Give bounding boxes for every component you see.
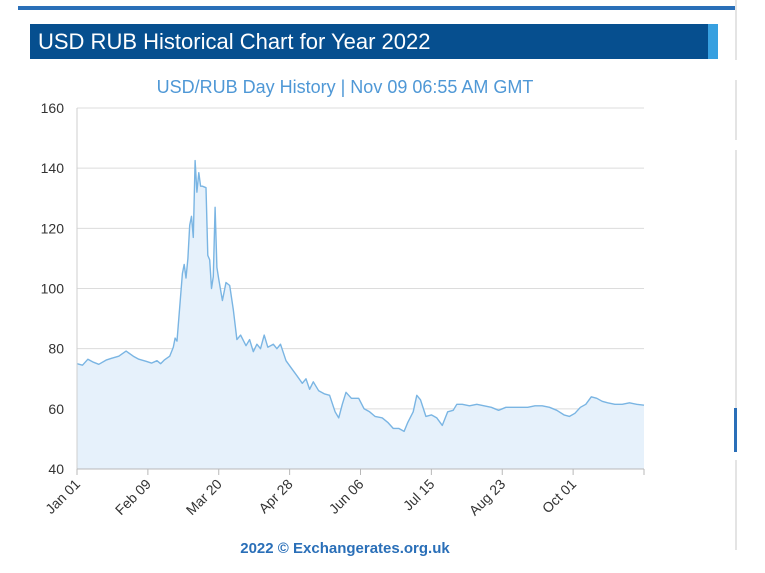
chart-title: USD/RUB Day History | Nov 09 06:55 AM GM… (156, 77, 534, 97)
y-tick-label: 80 (48, 341, 64, 357)
side-divider (735, 460, 737, 550)
x-tick-label: Aug 23 (466, 476, 509, 519)
x-tick-label: Mar 20 (183, 476, 225, 518)
y-tick-label: 100 (41, 281, 65, 297)
source-credit: 2022 © Exchangerates.org.uk (240, 540, 450, 557)
x-tick-label: Oct 01 (539, 476, 580, 517)
usd-rub-chart: 40 60 80 100 120 140 160 Jan 01 Feb 09 Mar 20 Apr… (41, 100, 645, 519)
page-title: USD RUB Historical Chart for Year 2022 (38, 29, 431, 54)
series-area (77, 160, 644, 469)
y-tick-label: 140 (41, 160, 65, 176)
x-tick-label: Apr 28 (255, 476, 296, 517)
y-tick-label: 120 (41, 220, 65, 236)
series-line (76, 159, 645, 433)
y-tick-label: 160 (41, 100, 65, 116)
y-tick-label: 40 (48, 461, 64, 477)
x-tick-label: Jun 06 (326, 476, 367, 517)
title-accent (708, 24, 718, 59)
title-bar: USD RUB Historical Chart for Year 2022 (30, 24, 718, 59)
side-divider (735, 80, 737, 140)
side-divider (735, 0, 737, 60)
x-tick-label: Feb 09 (112, 476, 154, 518)
x-tick-label: Jan 01 (42, 476, 83, 517)
side-divider (735, 150, 737, 410)
side-indicator (734, 408, 737, 452)
y-tick-label: 60 (48, 401, 64, 417)
x-tick-label: Jul 15 (400, 476, 438, 514)
top-rule (18, 6, 736, 10)
